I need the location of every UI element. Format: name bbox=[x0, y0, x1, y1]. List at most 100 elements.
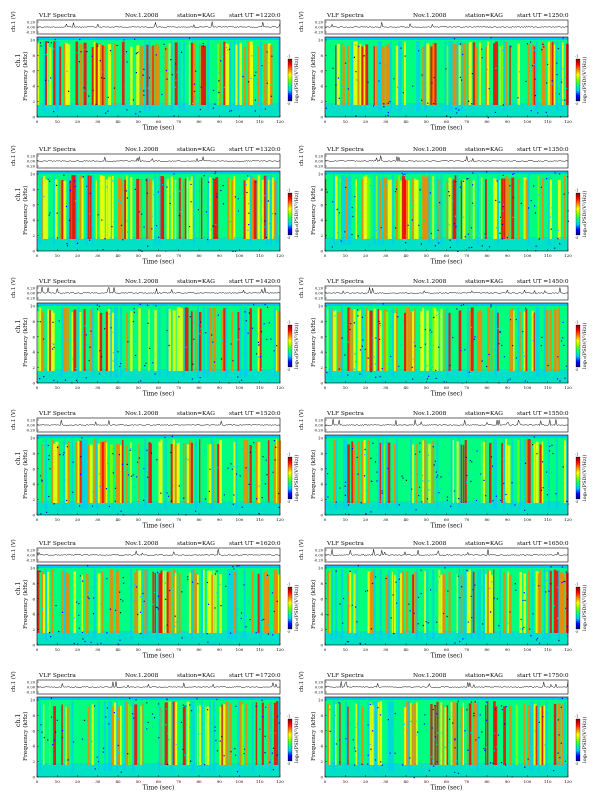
spectrogram-streak bbox=[379, 701, 383, 765]
spectrogram-speckle bbox=[443, 612, 445, 615]
spectrogram-streak bbox=[65, 42, 69, 105]
spectrogram-speckle bbox=[486, 68, 488, 70]
spectrogram-speckle bbox=[185, 705, 187, 707]
spectrogram-streak bbox=[478, 310, 481, 371]
spectrogram-streak bbox=[412, 574, 414, 633]
spectrogram-speckle bbox=[484, 454, 486, 456]
spectrogram-streak bbox=[63, 180, 67, 239]
spectrogram-streak bbox=[375, 701, 378, 771]
spectrogram-speckle bbox=[382, 303, 384, 305]
spectrogram-streak bbox=[164, 439, 167, 509]
spectrogram-speckle bbox=[169, 202, 171, 204]
waveform-tick-label: -0.20 bbox=[26, 429, 36, 433]
spectrogram-streak bbox=[553, 309, 557, 371]
spectrogram-streak bbox=[136, 178, 140, 239]
spectrogram-speckle bbox=[250, 77, 252, 79]
x-axis-label: Time (sec) bbox=[431, 523, 463, 530]
spectrogram-speckle bbox=[532, 613, 534, 615]
spectrogram-speckle bbox=[106, 632, 108, 634]
spectrogram-streak bbox=[91, 47, 95, 105]
spectrogram-speckle bbox=[381, 368, 383, 370]
spectrogram-speckle bbox=[532, 444, 534, 446]
spectrogram-speckle bbox=[163, 43, 165, 45]
spectrogram-speckle bbox=[45, 445, 47, 448]
spectrogram-streak bbox=[207, 41, 210, 111]
spectrogram-streak bbox=[395, 439, 398, 509]
spectrogram-streak bbox=[511, 439, 514, 509]
spectrogram-speckle bbox=[106, 186, 108, 188]
y-tick-label: 10 bbox=[318, 38, 324, 43]
spectrogram-speckle bbox=[499, 331, 501, 333]
spectrogram-speckle bbox=[553, 770, 555, 772]
spectrogram-speckle bbox=[37, 440, 39, 443]
spectrogram-speckle bbox=[50, 77, 52, 79]
spectrogram-speckle bbox=[261, 619, 263, 621]
spectrogram-speckle bbox=[529, 174, 531, 176]
x-tick-label: 60 bbox=[444, 517, 450, 522]
spectrogram bbox=[325, 37, 569, 119]
x-tick-label: 20 bbox=[75, 385, 81, 390]
spectrogram-streak bbox=[474, 47, 478, 105]
spectrogram-speckle bbox=[270, 84, 272, 86]
spectrogram-streak bbox=[412, 178, 414, 239]
spectra-panel: VLF Spectra Nov.1.2008 station=KAG start UT… bbox=[10, 671, 300, 791]
y-tick-label: 0 bbox=[32, 513, 35, 518]
x-tick-label: 30 bbox=[95, 385, 101, 390]
spectrogram-streak bbox=[476, 175, 479, 245]
spectrogram-speckle bbox=[512, 216, 514, 218]
spectrogram-streak bbox=[275, 175, 278, 245]
spectrogram-speckle bbox=[340, 366, 342, 368]
spectrogram-speckle bbox=[261, 65, 263, 67]
channel-label: ch.1 bbox=[15, 54, 22, 67]
spectrogram-speckle bbox=[229, 110, 231, 112]
spectrogram-speckle bbox=[170, 196, 172, 198]
waveform-tick-label: -0.20 bbox=[26, 31, 36, 35]
y-tick-label: 2 bbox=[32, 233, 35, 238]
spectrogram-speckle bbox=[452, 336, 454, 339]
spectrogram-speckle bbox=[241, 379, 243, 381]
spectrogram-streak bbox=[73, 309, 77, 371]
spectrogram-speckle bbox=[550, 228, 552, 230]
spectrogram-streak bbox=[255, 442, 259, 503]
spectrogram-streak bbox=[67, 574, 70, 633]
spectrogram-speckle bbox=[248, 483, 250, 485]
spectrogram-speckle bbox=[53, 48, 55, 50]
spectrogram-speckle bbox=[67, 759, 69, 761]
spectrogram-streak bbox=[251, 177, 255, 239]
spectrogram-speckle bbox=[502, 205, 504, 208]
spectrogram-speckle bbox=[226, 46, 228, 49]
spectrogram-streak bbox=[385, 44, 389, 105]
spectrogram-speckle bbox=[205, 331, 207, 333]
spectrogram-streak bbox=[343, 439, 346, 509]
spectrogram-speckle bbox=[346, 641, 348, 643]
spectrogram-streak bbox=[174, 573, 177, 633]
spectrogram-speckle bbox=[448, 473, 450, 475]
spectrogram-speckle bbox=[237, 376, 239, 378]
spectrogram-speckle bbox=[206, 192, 208, 194]
spectrogram-speckle bbox=[265, 44, 267, 46]
spectrogram-speckle bbox=[468, 765, 471, 768]
spectrogram-streak bbox=[107, 44, 112, 105]
panel-start-time: start UT =1220:0 bbox=[229, 13, 281, 19]
spectrogram-speckle bbox=[345, 186, 347, 189]
spectrogram-streak bbox=[363, 45, 366, 105]
spectrogram-speckle bbox=[166, 329, 168, 332]
spectrogram-speckle bbox=[347, 592, 349, 594]
spectrogram-speckle bbox=[557, 47, 559, 50]
spectrogram-speckle bbox=[408, 603, 410, 605]
spectrogram-streak bbox=[559, 572, 563, 633]
spectrogram-speckle bbox=[165, 309, 167, 311]
frequency-ylabel: Frequency (kHz) bbox=[22, 712, 29, 761]
spectrogram-streak bbox=[373, 569, 376, 639]
spectrogram-speckle bbox=[557, 752, 559, 754]
spectrogram-speckle bbox=[467, 318, 469, 320]
spectrogram-speckle bbox=[251, 438, 254, 440]
spectrogram-speckle bbox=[403, 706, 405, 708]
spectrogram-speckle bbox=[355, 44, 357, 46]
spectrogram-streak bbox=[462, 43, 466, 105]
panel-station: station=KAG bbox=[177, 673, 215, 679]
spectrogram-speckle bbox=[502, 49, 504, 52]
spectrogram-speckle bbox=[423, 220, 425, 222]
spectrogram-speckle bbox=[504, 723, 506, 725]
spectrogram-streak bbox=[385, 574, 389, 633]
